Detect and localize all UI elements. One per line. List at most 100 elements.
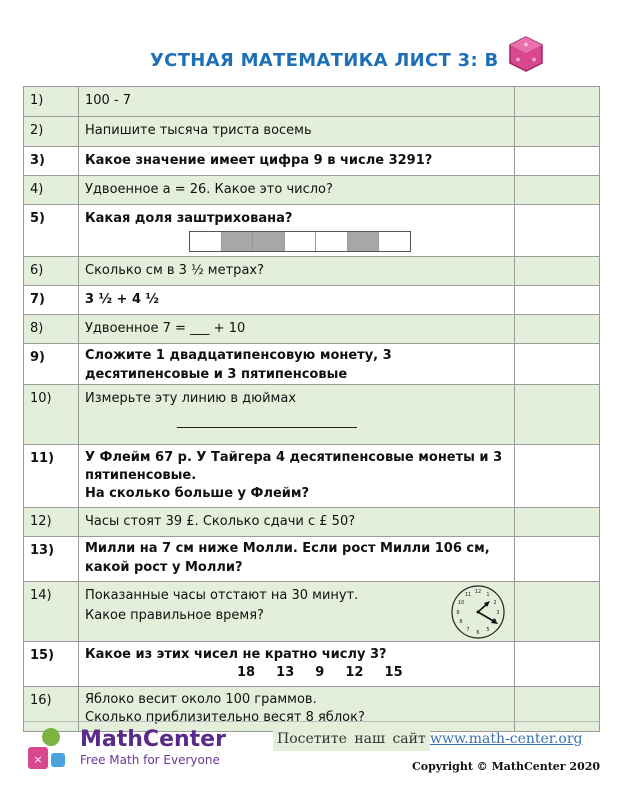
- fraction-bar: [189, 231, 411, 252]
- svg-text:10: 10: [458, 600, 464, 606]
- answer-cell[interactable]: [514, 507, 600, 537]
- answer-cell[interactable]: [514, 146, 600, 176]
- question-cell: Показанные часы отстают на 30 минут. Како…: [78, 581, 515, 642]
- svg-text:×: ×: [33, 753, 42, 766]
- answer-cell[interactable]: [514, 204, 600, 257]
- svg-text:3: 3: [496, 610, 499, 616]
- bar-cell: [316, 232, 348, 251]
- question-number: 8): [23, 314, 79, 344]
- svg-text:*: *: [524, 42, 529, 52]
- question-number: 9): [23, 343, 79, 385]
- question-number: 10): [23, 384, 79, 445]
- question-cell: Какое из этих чисел не кратно числу 3? 18…: [78, 641, 515, 687]
- number-choices: 18 13 9 12 15: [237, 665, 403, 680]
- visit-label: Посетите наш сайт: [273, 727, 430, 751]
- question-cell: Измерьте эту линию в дюймах: [78, 384, 515, 445]
- answer-cell[interactable]: [514, 285, 600, 315]
- answer-cell[interactable]: [514, 686, 600, 732]
- question-number: 1): [23, 86, 79, 117]
- question-text-2: На сколько больше у Флейм?: [85, 486, 310, 501]
- question-text: Измерьте эту линию в дюймах: [85, 391, 297, 406]
- dice-icon: * * *: [509, 36, 543, 72]
- question-number: 11): [23, 444, 79, 508]
- bar-cell-shaded: [221, 232, 254, 251]
- copyright: Copyright © MathCenter 2020: [412, 760, 601, 773]
- bar-cell-shaded: [253, 232, 285, 251]
- question-text: Показанные часы отстают на 30 минут.: [85, 588, 359, 603]
- question-cell: У Флейм 67 р. У Тайгера 4 десятипенсовые…: [78, 444, 515, 508]
- answer-cell[interactable]: [514, 314, 600, 344]
- question-number: 16): [23, 686, 79, 732]
- question-cell: Какая доля заштрихована?: [78, 204, 515, 257]
- question-text: Яблоко весит около 100 граммов.: [85, 692, 317, 707]
- clock-icon: 121234567891011: [451, 585, 505, 639]
- question-text: Удвоенное а = 26. Какое это число?: [78, 175, 515, 205]
- question-row: 8) Удвоенное 7 = ___ + 10: [23, 314, 600, 344]
- footer-divider: [23, 721, 600, 722]
- question-text: У Флейм 67 р. У Тайгера 4 десятипенсовые…: [85, 450, 503, 483]
- question-row: 14) Показанные часы отстают на 30 минут. К…: [23, 581, 600, 642]
- answer-cell[interactable]: [514, 86, 600, 117]
- question-row: 15) Какое из этих чисел не кратно числу 3…: [23, 641, 600, 687]
- page-title: УСТНАЯ МАТЕМАТИКА ЛИСТ 3: В: [150, 50, 499, 71]
- answer-cell[interactable]: [514, 581, 600, 642]
- answer-cell[interactable]: [514, 641, 600, 687]
- question-number: 13): [23, 536, 79, 582]
- questions-table: 1) 100 - 7 2) Напишите тысяча триста восем…: [23, 86, 600, 732]
- svg-text:1: 1: [486, 592, 489, 598]
- bar-cell: [285, 232, 317, 251]
- question-text: Часы стоят 39 £. Сколько сдачи с £ 50?: [78, 507, 515, 537]
- question-number: 2): [23, 116, 79, 147]
- question-text: 100 - 7: [78, 86, 515, 117]
- svg-text:8: 8: [459, 619, 462, 625]
- svg-text:2: 2: [493, 600, 496, 606]
- svg-text:11: 11: [465, 592, 471, 598]
- question-text: Какое значение имеет цифра 9 в числе 329…: [78, 146, 515, 176]
- bar-cell: [190, 232, 222, 251]
- answer-cell[interactable]: [514, 384, 600, 445]
- question-row: 10) Измерьте эту линию в дюймах: [23, 384, 600, 445]
- question-number: 3): [23, 146, 79, 176]
- question-number: 7): [23, 285, 79, 315]
- question-text: Какое из этих чисел не кратно числу 3?: [85, 647, 387, 662]
- question-text: Сложите 1 двадцатипенсовую монету, 3 дес…: [78, 343, 515, 385]
- answer-cell[interactable]: [514, 444, 600, 508]
- measure-line: [177, 427, 357, 428]
- question-number: 4): [23, 175, 79, 205]
- question-row: 16) Яблоко весит около 100 граммов. Скольк…: [23, 686, 600, 732]
- question-text: Удвоенное 7 = ___ + 10: [78, 314, 515, 344]
- question-row: 5) Какая доля заштрихована?: [23, 204, 600, 257]
- answer-cell[interactable]: [514, 536, 600, 582]
- question-text: 3 ½ + 4 ½: [78, 285, 515, 315]
- bar-cell: [379, 232, 410, 251]
- svg-text:*: *: [516, 57, 521, 67]
- question-number: 14): [23, 581, 79, 642]
- brand-name: MathCenter: [80, 727, 226, 752]
- svg-text:6: 6: [476, 630, 479, 636]
- question-row: 13) Милли на 7 см ниже Молли. Если рост М…: [23, 536, 600, 582]
- question-text: Напишите тысяча триста восемь: [78, 116, 515, 147]
- mathcenter-logo-icon: ×: [28, 728, 65, 769]
- website-link[interactable]: www.math-center.org: [430, 731, 583, 747]
- question-cell: Яблоко весит около 100 граммов. Сколько п…: [78, 686, 515, 732]
- svg-text:12: 12: [475, 589, 481, 595]
- answer-cell[interactable]: [514, 116, 600, 147]
- question-text-2: Какое правильное время?: [85, 608, 264, 623]
- question-row: 6) Сколько см в 3 ½ метрах?: [23, 256, 600, 286]
- answer-cell[interactable]: [514, 256, 600, 286]
- question-row: 3) Какое значение имеет цифра 9 в числе 3…: [23, 146, 600, 176]
- question-text: Милли на 7 см ниже Молли. Если рост Милл…: [78, 536, 515, 582]
- question-text-2: Сколько приблизительно весят 8 яблок?: [85, 710, 365, 725]
- svg-text:5: 5: [486, 627, 489, 633]
- answer-cell[interactable]: [514, 343, 600, 385]
- question-number: 5): [23, 204, 79, 257]
- answer-cell[interactable]: [514, 175, 600, 205]
- svg-text:9: 9: [456, 610, 459, 616]
- question-text: Какая доля заштрихована?: [85, 211, 293, 226]
- question-row: 2) Напишите тысяча триста восемь: [23, 116, 600, 147]
- question-row: 4) Удвоенное а = 26. Какое это число?: [23, 175, 600, 205]
- bar-cell-shaded: [347, 232, 380, 251]
- question-number: 6): [23, 256, 79, 286]
- question-text: Сколько см в 3 ½ метрах?: [78, 256, 515, 286]
- question-row: 1) 100 - 7: [23, 86, 600, 117]
